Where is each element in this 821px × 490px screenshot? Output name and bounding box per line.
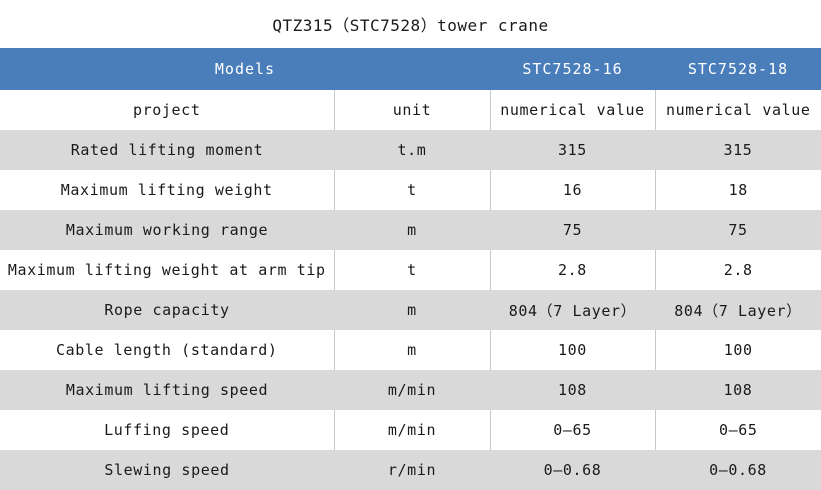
row-value-2: 0—65 [654, 410, 821, 450]
row-unit: m [334, 210, 490, 250]
row-value-1: 315 [490, 130, 655, 170]
specification-table: Models STC7528-16 STC7528-18 project uni… [0, 48, 821, 490]
table-row: Slewing speed r/min 0—0.68 0—0.68 [0, 450, 821, 490]
table-row: Rope capacity m 804（7 Layer） 804（7 Layer… [0, 290, 821, 330]
row-unit: t [333, 170, 491, 210]
table-row: Maximum working range m 75 75 [0, 210, 821, 250]
row-value-2: 75 [655, 210, 821, 250]
page-title-bar: QTZ315（STC7528）tower crane [0, 0, 821, 48]
header-model-stc7528-16: STC7528-16 [490, 48, 655, 90]
row-unit: m/min [334, 370, 490, 410]
row-value-2: 108 [655, 370, 821, 410]
row-unit: t [333, 250, 491, 290]
row-value-1: 0—65 [489, 410, 656, 450]
row-value-1: 100 [489, 330, 656, 370]
row-unit: r/min [334, 450, 490, 490]
row-value-1: 2.8 [489, 250, 656, 290]
table-row: Maximum lifting weight t 16 18 [0, 170, 821, 210]
row-project: Maximum lifting speed [0, 370, 334, 410]
row-value-1: 75 [490, 210, 655, 250]
row-value-2: 315 [655, 130, 821, 170]
row-unit: m/min [333, 410, 491, 450]
table-subheader-row: project unit numerical value numerical v… [0, 90, 821, 130]
table-row: Cable length (standard) m 100 100 [0, 330, 821, 370]
row-project: Slewing speed [0, 450, 334, 490]
row-project: Rated lifting moment [0, 130, 334, 170]
row-value-2: 0—0.68 [655, 450, 821, 490]
table-row: Maximum lifting weight at arm tip t 2.8 … [0, 250, 821, 290]
header-models-label: Models [0, 48, 490, 90]
row-value-2: 18 [654, 170, 821, 210]
row-value-2: 804（7 Layer） [655, 290, 821, 330]
row-unit: t.m [334, 130, 490, 170]
table-header-row: Models STC7528-16 STC7528-18 [0, 48, 821, 90]
row-unit: m [334, 290, 490, 330]
row-project: Maximum lifting weight at arm tip [0, 250, 335, 290]
table-row: Maximum lifting speed m/min 108 108 [0, 370, 821, 410]
subheader-unit: unit [333, 90, 491, 130]
table-row: Luffing speed m/min 0—65 0—65 [0, 410, 821, 450]
row-value-1: 16 [489, 170, 656, 210]
row-project: Maximum lifting weight [0, 170, 335, 210]
row-value-1: 0—0.68 [490, 450, 655, 490]
row-value-1: 804（7 Layer） [490, 290, 655, 330]
row-project: Luffing speed [0, 410, 335, 450]
page-title: QTZ315（STC7528）tower crane [272, 16, 549, 35]
row-value-1: 108 [490, 370, 655, 410]
table-row: Rated lifting moment t.m 315 315 [0, 130, 821, 170]
subheader-value-2: numerical value [654, 90, 821, 130]
header-model-stc7528-18: STC7528-18 [655, 48, 821, 90]
row-unit: m [333, 330, 491, 370]
row-project: Rope capacity [0, 290, 334, 330]
row-value-2: 100 [654, 330, 821, 370]
row-value-2: 2.8 [654, 250, 821, 290]
row-project: Cable length (standard) [0, 330, 335, 370]
row-project: Maximum working range [0, 210, 334, 250]
subheader-value-1: numerical value [489, 90, 656, 130]
subheader-project: project [0, 90, 335, 130]
